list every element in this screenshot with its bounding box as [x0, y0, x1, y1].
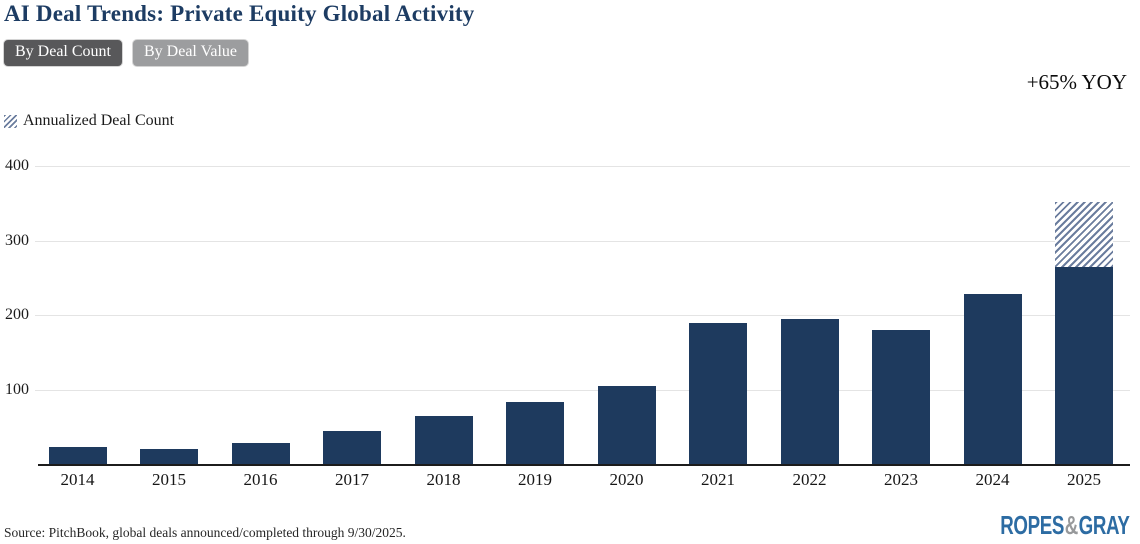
x-axis-tick-label: 2016	[243, 470, 278, 489]
gridline-300	[35, 240, 1130, 242]
logo-gray: GRAY	[1079, 510, 1130, 540]
x-axis-tick-label: 2018	[426, 470, 461, 489]
bar-2014	[48, 446, 107, 464]
bar-2021	[689, 323, 747, 464]
bar-2022	[780, 319, 839, 464]
bar-2015	[140, 449, 198, 464]
x-axis-tick-label: 2020	[609, 470, 644, 489]
gridline-400	[35, 166, 1130, 167]
page-title: AI Deal Trends: Private Equity Global Ac…	[4, 1, 475, 26]
source-note: Source: PitchBook, global deals announce…	[4, 525, 406, 540]
bar-2019	[506, 402, 564, 464]
legend-label: Annualized Deal Count	[23, 112, 175, 129]
x-axis-tick-label: 2024	[975, 470, 1010, 489]
logo-ropes: ROPES	[1000, 510, 1065, 540]
logo-ampersand: &	[1065, 510, 1079, 540]
gridline-100	[35, 389, 1130, 391]
x-axis-tick-label: 2017	[335, 470, 369, 489]
x-axis-tick-label: 2015	[152, 470, 186, 489]
y-axis-tick-label: 400	[5, 157, 29, 174]
x-axis-tick-label: 2014	[60, 470, 95, 489]
x-axis-tick-label: 2019	[518, 470, 552, 489]
bar-2017	[323, 431, 381, 464]
y-axis-tick-label: 300	[5, 231, 29, 249]
x-axis-tick-label: 2023	[884, 470, 918, 489]
by-deal-count-button[interactable]: By Deal Count	[3, 39, 123, 68]
bar-annualized-2025	[1055, 201, 1113, 268]
bar-2020	[597, 385, 656, 464]
x-axis-tick-label: 2025	[1067, 470, 1101, 489]
bar-2016	[231, 443, 290, 464]
bar-2023	[872, 329, 930, 464]
gridline-200	[35, 315, 1130, 316]
legend: Annualized Deal Count	[4, 112, 174, 130]
by-deal-value-button[interactable]: By Deal Value	[132, 39, 250, 68]
y-axis-tick-label: 200	[5, 306, 29, 323]
x-axis-tick-label: 2022	[792, 470, 827, 489]
bar-chart: 100 200 300 400 2014 2015 2016 2017 2018 2019 2020…	[0, 150, 1140, 500]
bar-2025	[1055, 267, 1113, 464]
annualized-hatch-swatch-icon	[4, 114, 17, 128]
x-axis-line	[38, 464, 1130, 466]
bar-2024	[963, 294, 1022, 464]
ropes-gray-logo: ROPES&GRAY	[1000, 510, 1131, 540]
bar-2018	[414, 415, 473, 464]
x-axis-tick-label: 2021	[701, 470, 735, 489]
y-axis-tick-label: 100	[5, 380, 29, 398]
view-toggle-group: By Deal Count By Deal Value	[3, 39, 250, 68]
yoy-annotation: +65% YOY	[1026, 70, 1127, 94]
